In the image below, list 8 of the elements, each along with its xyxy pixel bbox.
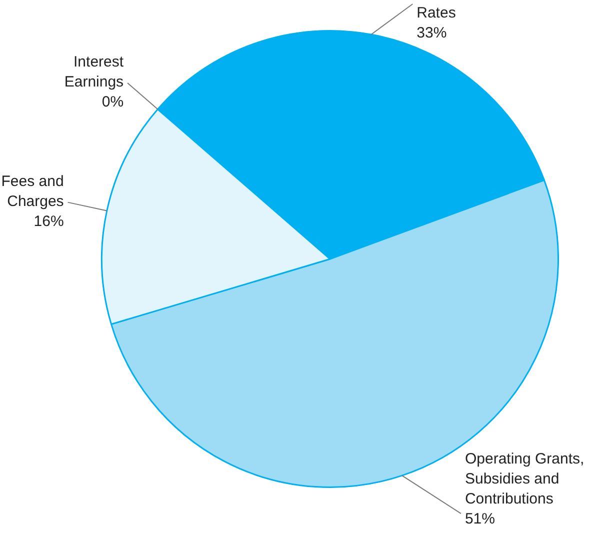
text: 0% [102,94,124,111]
category-label: Interest Earnings [64,54,124,91]
slice-label: Operating Grants, Subsidies and Contributions [464,450,584,508]
data-label: 16% [34,212,64,230]
data-label: 51% [464,510,495,528]
slice-label: Rates [416,4,456,22]
data-label: 33% [416,24,447,42]
slice-label: Fees and Charges [1,172,64,210]
